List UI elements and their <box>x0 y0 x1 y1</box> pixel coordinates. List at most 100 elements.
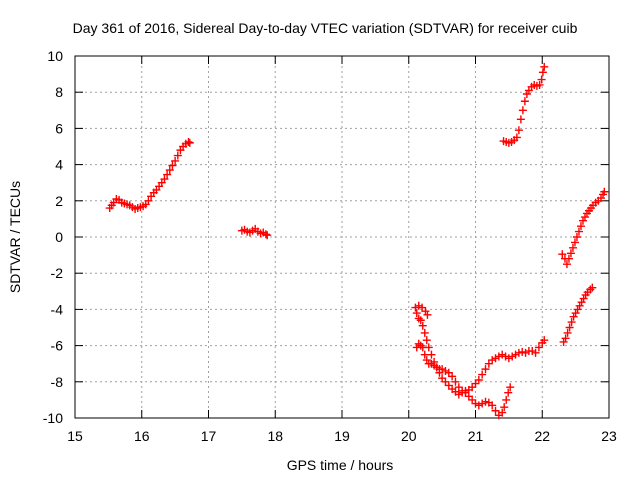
data-point <box>160 175 169 184</box>
data-point <box>144 196 153 205</box>
data-point <box>420 350 429 359</box>
data-point <box>448 372 457 381</box>
data-point <box>514 126 523 135</box>
data-point <box>540 62 549 71</box>
data-point <box>498 408 507 417</box>
chart-title: Day 361 of 2016, Sidereal Day-to-day VTE… <box>73 20 578 36</box>
data-point <box>412 309 421 318</box>
data-point <box>534 343 543 352</box>
y-tick-label: 6 <box>55 120 63 136</box>
data-point <box>578 216 587 225</box>
data-point <box>577 298 586 307</box>
data-point <box>518 106 527 115</box>
data-point <box>600 187 609 196</box>
data-point <box>184 137 193 146</box>
data-point <box>168 161 177 170</box>
data-point <box>558 250 567 259</box>
data-point <box>171 156 180 165</box>
data-point <box>571 309 580 318</box>
satellite-track <box>559 283 597 346</box>
data-point <box>488 401 497 410</box>
data-point <box>570 238 579 247</box>
data-point <box>576 222 585 231</box>
y-tick-label: 0 <box>55 229 63 245</box>
satellite-track <box>105 137 194 213</box>
data-point <box>563 328 572 337</box>
y-tick-label: 4 <box>55 157 63 173</box>
data-point <box>420 328 429 337</box>
axis-ticks <box>74 55 610 419</box>
data-point <box>481 365 490 374</box>
data-point <box>575 301 584 310</box>
x-tick-label: 23 <box>601 428 617 444</box>
data-point <box>263 231 272 240</box>
data-point <box>573 305 582 314</box>
satellite-track <box>499 62 549 147</box>
satellite-track <box>237 224 272 240</box>
data-point <box>572 233 581 241</box>
data-point <box>531 348 540 357</box>
data-point <box>516 115 525 124</box>
data-point <box>418 343 427 352</box>
y-tick-labels: -10 -8 -6 -4 -2 0 2 4 6 8 10 <box>43 48 63 426</box>
data-point <box>512 133 521 142</box>
y-tick-label: 2 <box>55 193 63 209</box>
data-point <box>580 213 589 222</box>
data-point <box>537 75 546 84</box>
data-point <box>173 151 182 160</box>
x-tick-label: 19 <box>334 428 350 444</box>
data-point <box>564 254 573 263</box>
x-tick-label: 15 <box>67 428 83 444</box>
data-point <box>569 312 578 321</box>
x-tick-label: 22 <box>534 428 550 444</box>
data-point <box>522 90 531 99</box>
grid-lines <box>75 56 609 418</box>
y-tick-label: 8 <box>55 84 63 100</box>
data-point <box>165 166 174 175</box>
data-point <box>504 388 513 397</box>
satellite-track <box>414 301 432 319</box>
satellite-track <box>412 339 515 420</box>
satellite-track <box>411 303 549 399</box>
y-tick-label: -2 <box>51 265 64 281</box>
data-point <box>500 403 509 412</box>
data-point <box>562 260 571 269</box>
data-point <box>574 227 583 236</box>
data-point <box>422 336 431 345</box>
data-point <box>567 318 576 327</box>
data-point <box>538 68 547 77</box>
x-tick-label: 16 <box>134 428 150 444</box>
x-tick-label: 21 <box>468 428 484 444</box>
data-point <box>559 337 568 346</box>
y-axis-label: SDTVAR / TECUs <box>7 181 23 293</box>
x-axis-label: GPS time / hours <box>287 457 394 473</box>
data-point <box>451 377 460 386</box>
data-point <box>414 314 423 323</box>
data-point <box>502 395 511 404</box>
data-point <box>185 138 194 147</box>
data-point <box>418 321 427 330</box>
y-tick-label: -10 <box>43 410 63 426</box>
data-point <box>566 249 575 258</box>
data-point <box>565 323 574 332</box>
data-point <box>474 375 483 384</box>
data-point <box>163 170 172 179</box>
data-point <box>427 350 436 359</box>
y-tick-label: -6 <box>51 338 64 354</box>
x-tick-labels: 15 16 17 18 19 20 21 22 23 <box>67 428 617 444</box>
data-point <box>478 370 487 379</box>
data-points <box>105 62 609 420</box>
data-point <box>540 336 549 345</box>
y-tick-label: 10 <box>47 48 63 64</box>
data-point <box>416 341 425 350</box>
data-point <box>588 283 597 292</box>
data-point <box>561 334 570 343</box>
x-tick-label: 18 <box>267 428 283 444</box>
data-point <box>579 294 588 303</box>
data-point <box>520 97 529 106</box>
x-tick-label: 20 <box>401 428 417 444</box>
data-point <box>416 316 425 325</box>
satellite-track <box>558 187 609 269</box>
data-point <box>261 230 270 239</box>
